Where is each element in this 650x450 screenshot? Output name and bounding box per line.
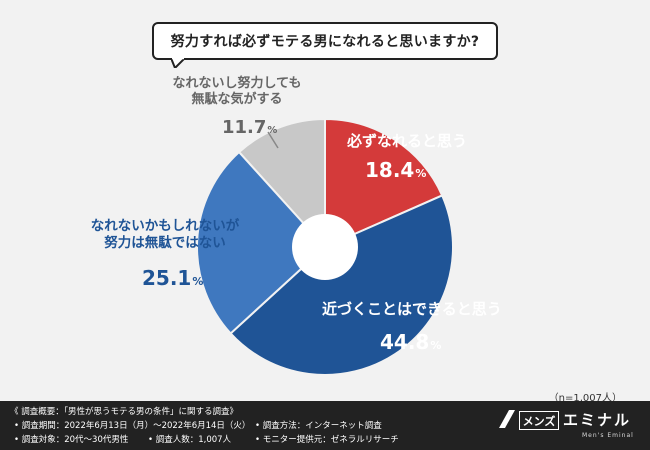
sample-size-note: （n=1,007人）: [548, 393, 622, 404]
survey-period: • 調査期間：2022年6月13日（月）〜2022年6月14日（火）: [14, 421, 251, 431]
slice-label-line: 近づくことはできると思う: [322, 300, 502, 318]
logo-subtitle: Men's Eminal: [582, 432, 634, 439]
survey-provider: • モニター提供元：ゼネラルリサーチ: [255, 435, 399, 445]
slice-value-2: 25.1%: [142, 266, 204, 290]
survey-footer: 《 調査概要：「男性が思うモテる男の条件」に関する調査》 • 調査期間：2022…: [0, 401, 650, 450]
logo-name: エミナル: [563, 411, 632, 429]
survey-count: • 調査人数：1,007人: [148, 435, 232, 445]
survey-target: • 調査対象：20代〜30代男性: [14, 435, 129, 445]
slice-label-2: なれないかもしれないが 努力は無駄ではない: [62, 218, 268, 252]
slice-value-1: 44.8%: [380, 330, 442, 354]
pie-slice-2: [196, 150, 327, 335]
slice-label-1: 近づくことはできると思う: [322, 300, 502, 319]
donut-hole: [292, 214, 358, 280]
slice-label-line: なれないし努力しても: [172, 76, 302, 91]
slice-label-line: 無駄な気がする: [191, 92, 283, 108]
survey-method: • 調査方法：インターネット調査: [255, 421, 382, 431]
slice-label-3: なれないし努力しても 無駄な気がする: [172, 76, 302, 109]
pie-slice-1: [229, 194, 454, 376]
pie-slice-3: [237, 117, 326, 250]
slice-label-line: なれないかもしれないが: [90, 218, 240, 234]
slice-label-line: 努力は無駄ではない: [104, 234, 226, 251]
slice-label-line: 必ずなれると思う: [347, 132, 468, 150]
speech-bubble-tail: [171, 58, 185, 68]
slice-label-0: 必ずなれると思う: [347, 132, 467, 151]
chart-title: 努力すれば必ずモテる男になれると思いますか?: [152, 22, 498, 60]
slice-value-3: 11.7%: [222, 117, 278, 138]
logo-badge: メンズ: [519, 411, 559, 430]
survey-summary-heading: 《 調査概要：「男性が思うモテる男の条件」に関する調査》: [10, 407, 238, 417]
logo-mark-icon: [499, 410, 515, 428]
leader-line-gray: [267, 131, 279, 149]
slice-value-0: 18.4%: [365, 158, 427, 182]
pie-slice-0: [324, 117, 444, 249]
brand-logo: メンズ エミナル Men's Eminal: [497, 408, 643, 444]
